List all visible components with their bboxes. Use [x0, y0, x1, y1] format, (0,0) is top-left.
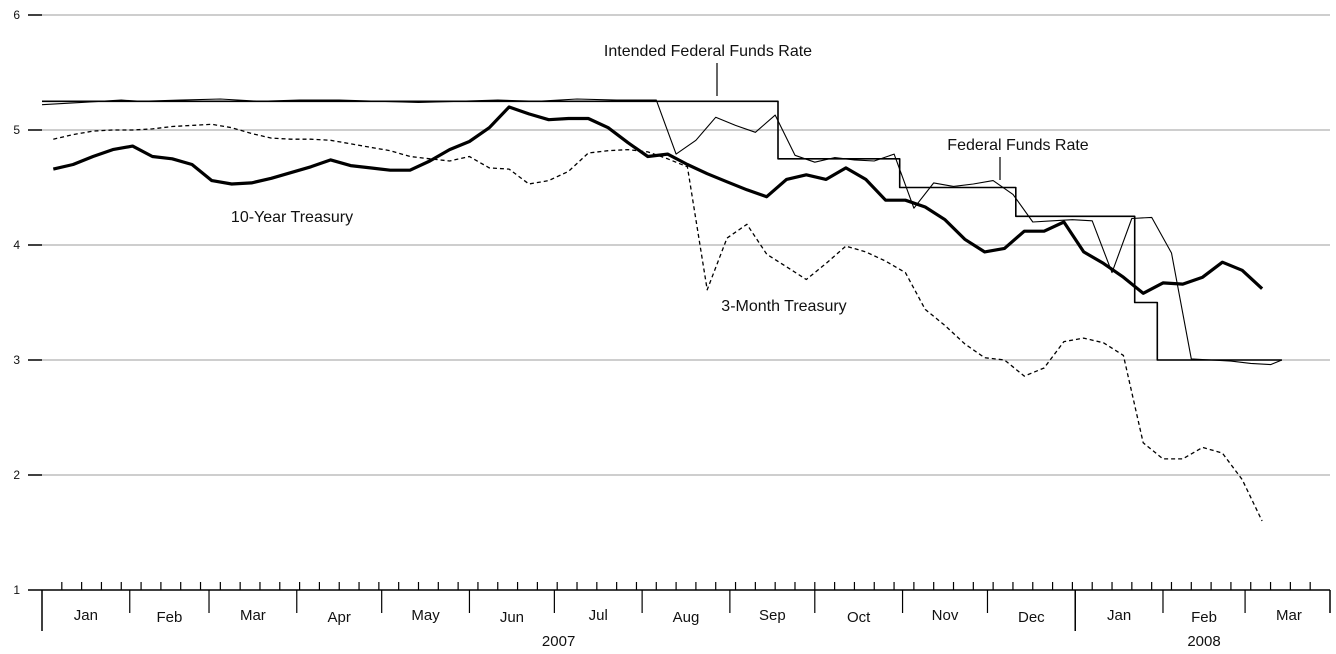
ytick-label-1: 1 — [13, 583, 20, 597]
ytick-label-2: 2 — [13, 468, 20, 482]
month-label: Mar — [240, 607, 266, 624]
annotation-label: 3-Month Treasury — [721, 298, 846, 315]
ytick-label-4: 4 — [13, 238, 20, 252]
series-line-3 — [53, 123, 1263, 522]
ytick-label-6: 6 — [13, 8, 20, 22]
annotation-label: Federal Funds Rate — [947, 137, 1089, 154]
month-label: Jul — [589, 607, 608, 624]
series-line-0 — [42, 100, 1282, 361]
year-label-2008: 2008 — [1187, 633, 1220, 650]
month-label: Apr — [328, 609, 351, 626]
month-label: Jan — [1107, 607, 1131, 624]
ytick-label-5: 5 — [13, 123, 20, 137]
ytick-label-3: 3 — [13, 353, 20, 367]
gridlines — [42, 14, 1330, 476]
month-label: Aug — [673, 609, 700, 626]
month-label: Mar — [1276, 607, 1302, 624]
year-label-2007: 2007 — [542, 633, 575, 650]
month-label: Feb — [156, 609, 182, 626]
x-axis: Jan Feb Mar Apr May Jun Jul Aug Sep Oct Nov Dec Jan F… — [41, 582, 1331, 650]
month-label: Jan — [74, 607, 98, 624]
series-line-2 — [52, 105, 1264, 295]
month-label: Oct — [847, 609, 871, 626]
month-label: Jun — [500, 609, 524, 626]
series-lines — [41, 98, 1283, 522]
y-axis: 1 2 3 4 5 6 — [13, 8, 42, 597]
month-label: Nov — [932, 607, 959, 624]
month-label: Sep — [759, 607, 786, 624]
month-label: May — [411, 607, 440, 624]
annotation-label: Intended Federal Funds Rate — [604, 43, 812, 60]
month-label: Feb — [1191, 609, 1217, 626]
month-label: Dec — [1018, 609, 1045, 626]
annotation-label: 10-Year Treasury — [231, 209, 353, 226]
annotations: Intended Federal Funds Rate Federal Funds… — [231, 43, 1089, 315]
series-line-1 — [41, 98, 1283, 366]
